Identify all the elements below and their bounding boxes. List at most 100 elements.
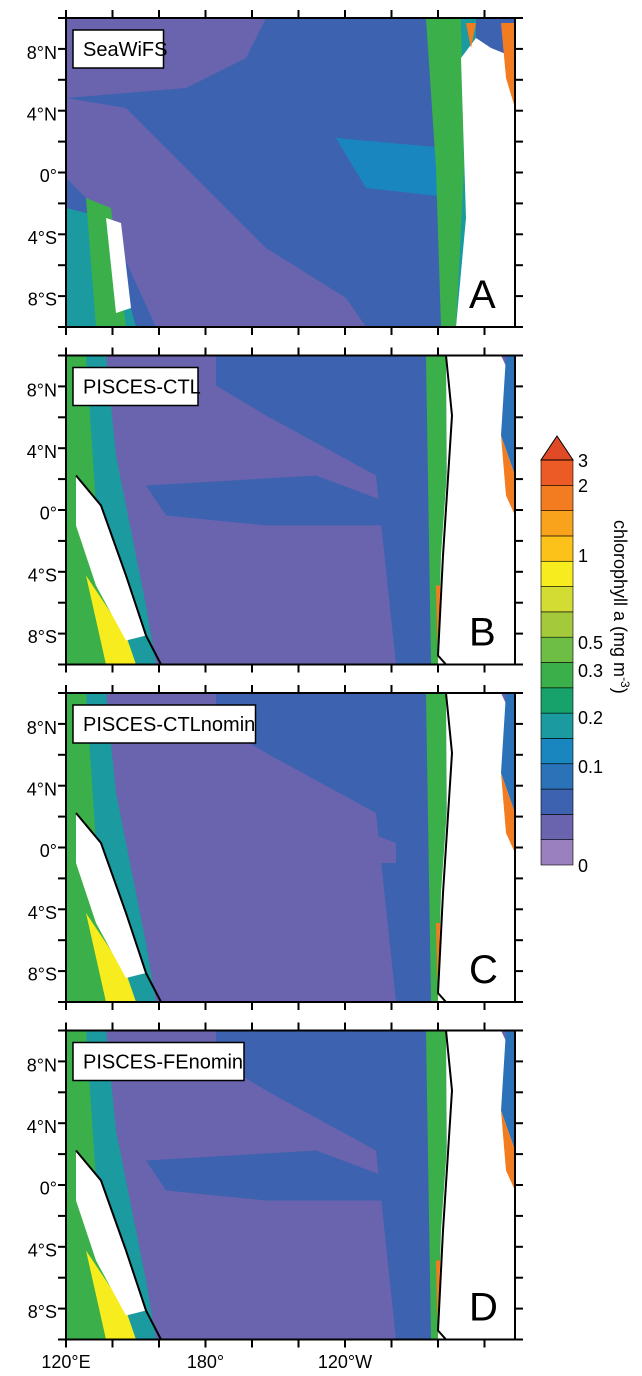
colorbar-tick-label: 3	[578, 451, 588, 471]
colorbar-tick-label: 0.1	[578, 757, 603, 777]
colorbar-segment	[540, 611, 574, 638]
coastline	[75, 474, 162, 665]
lat-label: 4°N	[27, 442, 57, 462]
lon-label: 120°W	[318, 1352, 372, 1372]
colorbar-segment	[540, 586, 574, 613]
lon-label: 120°E	[41, 1352, 90, 1372]
map-panel: PISCES-CTL B	[58, 347, 523, 673]
field	[501, 23, 516, 108]
lat-label: 8°S	[28, 964, 57, 984]
lat-label: 4°N	[27, 105, 57, 125]
colorbar-segment	[540, 535, 574, 562]
lat-label: 4°N	[27, 780, 57, 800]
colorbar-segment	[540, 738, 574, 765]
field	[146, 813, 396, 863]
field	[86, 575, 136, 665]
colorbar-segment	[540, 687, 574, 714]
panel-letter: A	[469, 273, 496, 317]
panel-label: PISCES-CTL	[83, 377, 201, 399]
colorbar-tick-label: 2	[578, 476, 588, 496]
land	[438, 1030, 515, 1340]
label-box	[72, 29, 165, 69]
lat-label: 4°N	[27, 1117, 57, 1137]
land	[76, 1150, 146, 1316]
colorbar-title: chlorophyll a (mg m-3)	[610, 520, 632, 694]
colorbar-title-end: )	[610, 688, 630, 694]
field	[426, 18, 466, 327]
field	[501, 773, 515, 853]
colorbar-tick-label: 1	[578, 546, 588, 566]
map-panel: SeaWiFS A	[58, 10, 523, 335]
lat-label: 0°	[40, 166, 57, 186]
label-box	[72, 1041, 245, 1082]
colorbar-extension	[540, 435, 574, 461]
land	[438, 355, 515, 665]
lat-label: 4°S	[28, 228, 57, 248]
field	[216, 355, 436, 665]
colorbar-title-text: chlorophyll a (mg m	[610, 520, 630, 677]
lat-label: 4°S	[28, 565, 57, 585]
lat-label: 0°	[40, 504, 57, 524]
lat-label: 8°N	[27, 718, 57, 738]
field	[216, 693, 436, 1002]
lat-label: 8°N	[27, 43, 57, 63]
colorbar-tick-label: 0.2	[578, 708, 603, 728]
coastline	[75, 1149, 162, 1340]
colorbar-title-exponent: -3	[618, 677, 632, 688]
field	[66, 98, 366, 327]
panel-label: SeaWiFS	[83, 39, 167, 61]
land	[438, 693, 515, 1002]
field	[146, 475, 396, 526]
field	[501, 1110, 515, 1191]
colorbar-segment	[540, 560, 574, 587]
colorbar-segment	[540, 788, 574, 815]
colorbar-segment	[540, 814, 574, 840]
map-panel: PISCES-FEnomin D	[58, 1022, 523, 1348]
lat-label: 4°S	[28, 903, 57, 923]
label-box	[72, 704, 257, 744]
colorbar-segment	[540, 839, 574, 866]
lat-label: 8°S	[28, 289, 57, 309]
colorbar-tick-label: 0.3	[578, 661, 603, 681]
panel-letter: B	[469, 611, 496, 655]
field	[86, 1250, 136, 1340]
field	[336, 138, 456, 198]
colorbar-tick-label: 0	[578, 856, 588, 876]
colorbar-segment	[540, 485, 574, 511]
colorbar-segment	[540, 636, 574, 663]
lon-label: 180°	[187, 1352, 224, 1372]
panel-label: PISCES-CTLnomin	[83, 714, 255, 736]
colorbar-segment	[540, 712, 574, 739]
field	[146, 1150, 396, 1201]
lat-label: 8°N	[27, 1056, 57, 1076]
lat-label: 8°S	[28, 1302, 57, 1322]
lat-label: 0°	[40, 1179, 57, 1199]
coastline	[75, 812, 162, 1003]
field	[466, 23, 476, 48]
land	[76, 475, 146, 641]
colorbar-segment	[540, 662, 574, 689]
coastline	[436, 1030, 454, 1341]
lat-label: 8°S	[28, 627, 57, 647]
land	[106, 218, 131, 313]
lat-label: 8°N	[27, 381, 57, 401]
coastline	[436, 692, 454, 1003]
lat-label: 0°	[40, 841, 57, 861]
panel-letter: C	[469, 948, 498, 992]
field	[501, 435, 515, 516]
colorbar-tick-label: 0.5	[578, 633, 603, 653]
label-box	[72, 366, 199, 407]
colorbar-segment	[540, 459, 574, 486]
panel-letter: D	[469, 1286, 498, 1330]
map-panel: PISCES-CTLnomin C	[58, 685, 523, 1010]
land	[456, 38, 516, 327]
field	[216, 1030, 436, 1340]
field	[86, 913, 136, 1002]
land	[76, 813, 146, 978]
lat-label: 4°S	[28, 1240, 57, 1260]
colorbar-segment	[540, 510, 574, 537]
panel-label: PISCES-FEnomin	[83, 1052, 243, 1074]
coastline	[436, 355, 454, 666]
colorbar-segment	[540, 763, 574, 790]
